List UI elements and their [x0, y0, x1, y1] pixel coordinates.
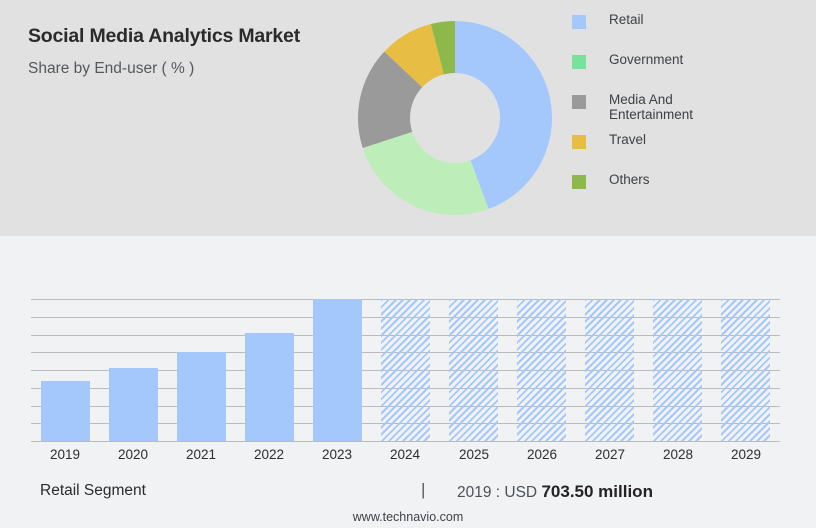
footer-url: www.technavio.com — [352, 510, 464, 524]
donut-hole — [410, 73, 500, 163]
x-axis-label-2020: 2020 — [117, 447, 149, 462]
bar-forecast-2025[interactable] — [449, 299, 498, 441]
bar-forecast-2028[interactable] — [653, 299, 702, 441]
x-axis-label-2019: 2019 — [49, 447, 81, 462]
legend: Retail Government Media And Entertainmen… — [572, 12, 808, 212]
legend-item-travel[interactable]: Travel — [572, 132, 808, 156]
donut-chart-svg — [358, 21, 552, 215]
footer-separator: | — [421, 480, 426, 499]
x-axis-label-2024: 2024 — [389, 447, 421, 462]
bar-2023[interactable] — [313, 299, 362, 441]
bar-2021[interactable] — [177, 352, 226, 441]
x-axis-line — [31, 441, 780, 442]
donut-slice-retail[interactable] — [455, 21, 552, 210]
bar-forecast-2029[interactable] — [721, 299, 770, 441]
x-axis-tick-labels: 2019 2020 2021 2022 2023 2024 2025 2026 2027 2028… — [31, 446, 780, 466]
x-axis-label-2027: 2027 — [594, 447, 626, 462]
x-axis-label-2022: 2022 — [253, 447, 285, 462]
x-axis-label-2021: 2021 — [185, 447, 217, 462]
title-block: Social Media Analytics Market Share by E… — [28, 24, 358, 80]
bar-forecast-2024[interactable] — [381, 299, 430, 441]
legend-item-retail[interactable]: Retail — [572, 12, 808, 36]
legend-swatch-icon — [572, 95, 586, 109]
bar-chart-plot-area — [31, 299, 780, 441]
bar-series — [31, 299, 780, 441]
legend-item-label: Media And Entertainment — [609, 92, 694, 122]
bar-2020[interactable] — [109, 368, 158, 441]
donut-chart — [358, 21, 552, 215]
legend-item-label: Travel — [609, 132, 647, 147]
header-band: Social Media Analytics Market Share by E… — [0, 0, 816, 236]
legend-item-label: Retail — [609, 12, 644, 27]
legend-swatch-icon — [572, 135, 586, 149]
legend-item-label: Government — [609, 52, 684, 67]
legend-item-others[interactable]: Others — [572, 172, 808, 196]
bar-forecast-2026[interactable] — [517, 299, 566, 441]
legend-item-media-and-entertainment[interactable]: Media And Entertainment — [572, 92, 808, 122]
footer-value: 703.50 million — [541, 482, 653, 501]
footer-value-prefix: 2019 : USD — [457, 484, 538, 501]
legend-swatch-icon — [572, 55, 586, 69]
page-title: Social Media Analytics Market — [28, 25, 300, 47]
footer-segment-label: Retail Segment — [40, 482, 146, 499]
x-axis-label-2026: 2026 — [526, 447, 558, 462]
x-axis-label-2029: 2029 — [730, 447, 762, 462]
legend-item-label: Others — [609, 172, 650, 187]
bar-forecast-2027[interactable] — [585, 299, 634, 441]
legend-swatch-icon — [572, 15, 586, 29]
bar-2022[interactable] — [245, 333, 294, 441]
x-axis-label-2028: 2028 — [662, 447, 694, 462]
legend-item-government[interactable]: Government — [572, 52, 808, 76]
x-axis-label-2025: 2025 — [458, 447, 490, 462]
page-subtitle: Share by End-user ( % ) — [28, 60, 195, 77]
footer: Retail Segment | 2019 : USD 703.50 milli… — [0, 474, 816, 528]
legend-swatch-icon — [572, 175, 586, 189]
footer-value-block: 2019 : USD 703.50 million — [457, 482, 653, 502]
x-axis-label-2023: 2023 — [321, 447, 353, 462]
bar-2019[interactable] — [41, 381, 90, 441]
